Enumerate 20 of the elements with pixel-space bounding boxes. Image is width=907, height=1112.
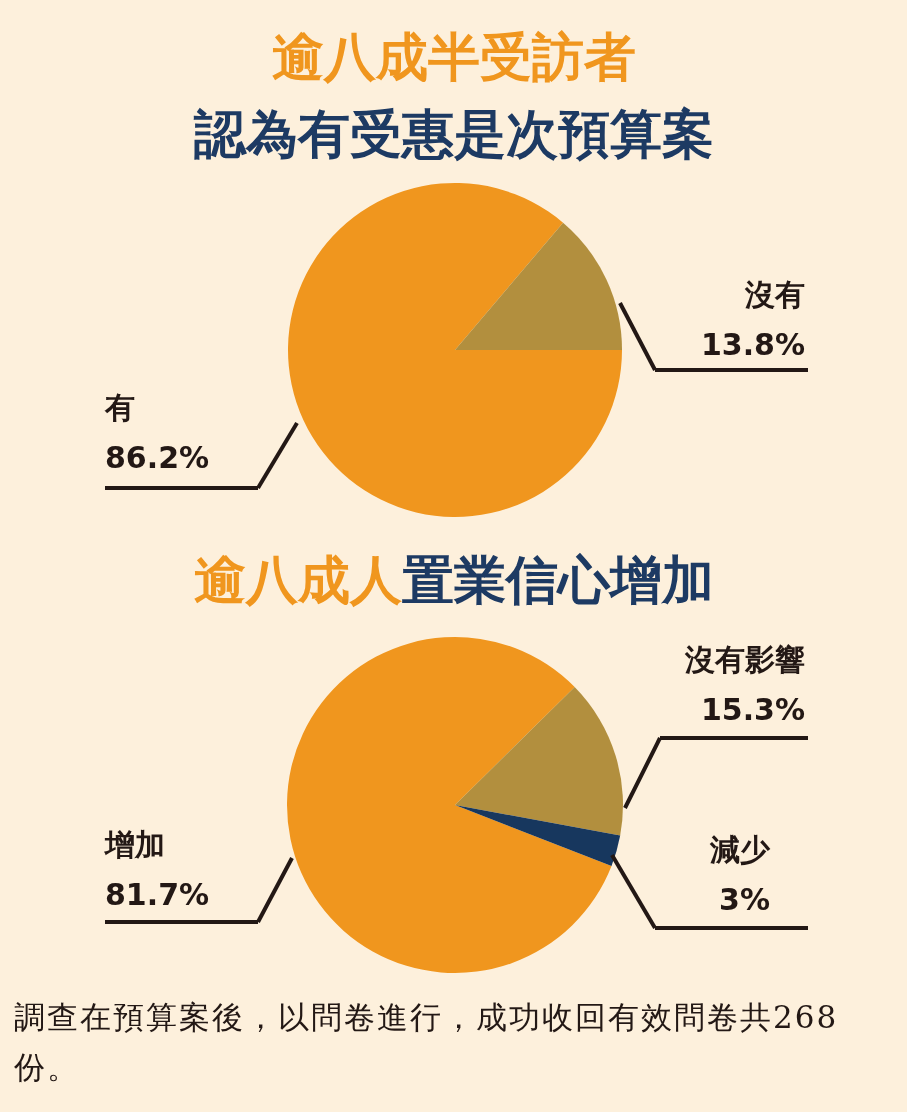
slice-label: 有 — [104, 390, 135, 425]
slice-label: 沒有 — [744, 277, 805, 312]
data-label: 13.8% — [700, 327, 805, 362]
data-label: 86.2% — [105, 440, 210, 475]
data-label: 15.3% — [700, 692, 805, 727]
pie-slice — [455, 222, 622, 350]
chart-subtitle: 認為有受惠是次預算案 — [192, 103, 714, 164]
chart-title: 逾八成人 — [193, 549, 402, 610]
pie-slice — [288, 183, 622, 517]
chart-subtitle: 置業信心增加 — [401, 549, 714, 610]
pie-slice — [455, 805, 621, 867]
text: 調查在預算案後，以問卷進行，成功收回有效問卷共268份。 — [14, 998, 840, 1087]
data-label: 3% — [719, 882, 770, 917]
slice-label: 減少 — [709, 832, 771, 867]
pie-slice — [455, 687, 623, 836]
slice-label: 沒有影響 — [684, 642, 805, 677]
data-label: 81.7% — [105, 877, 210, 912]
pie-slice — [287, 637, 612, 973]
chart-title: 逾八成半受訪者 — [271, 26, 636, 87]
slice-label: 增加 — [103, 827, 165, 862]
